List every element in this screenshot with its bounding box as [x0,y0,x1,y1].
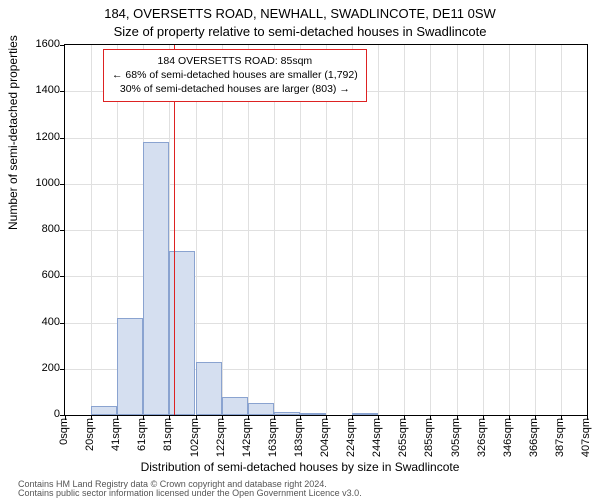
ytick-label: 1400 [20,84,60,96]
histogram-bar [117,318,143,415]
histogram-bar [91,406,117,415]
ytick-mark [60,138,65,139]
chart-title-sub: Size of property relative to semi-detach… [0,24,600,39]
histogram-bar [352,413,378,415]
gridline-v [457,45,458,415]
xtick-label: 183sqm [293,418,305,457]
annotation-line-1: 184 OVERSETTS ROAD: 85sqm [112,54,358,68]
annotation-box: 184 OVERSETTS ROAD: 85sqm ← 68% of semi-… [103,49,367,102]
ytick-mark [60,369,65,370]
ytick-label: 600 [20,269,60,281]
xtick-label: 305sqm [450,418,462,457]
ytick-label: 800 [20,223,60,235]
histogram-bar [196,362,222,415]
annotation-line-2: ← 68% of semi-detached houses are smalle… [112,68,358,82]
footer-attribution: Contains HM Land Registry data © Crown c… [18,480,362,499]
ytick-label: 1200 [20,131,60,143]
xtick-label: 407sqm [580,418,592,457]
ytick-label: 400 [20,316,60,328]
xtick-label: 61sqm [136,418,148,451]
footer-line-2: Contains public sector information licen… [18,489,362,498]
xtick-label: 0sqm [58,418,70,445]
gridline-v [509,45,510,415]
annotation-line-3: 30% of semi-detached houses are larger (… [112,82,358,96]
xtick-label: 20sqm [84,418,96,451]
ytick-mark [60,323,65,324]
xtick-label: 224sqm [345,418,357,457]
xtick-label: 346sqm [502,418,514,457]
xtick-label: 81sqm [162,418,174,451]
xtick-label: 41sqm [110,418,122,451]
xtick-label: 387sqm [554,418,566,457]
histogram-bar [222,397,248,416]
xtick-label: 142sqm [241,418,253,457]
ytick-label: 1000 [20,177,60,189]
xtick-label: 163sqm [267,418,279,457]
gridline-v [561,45,562,415]
ytick-label: 1600 [20,38,60,50]
xtick-label: 285sqm [423,418,435,457]
ytick-mark [60,184,65,185]
gridline-v [430,45,431,415]
histogram-bar [248,403,274,415]
gridline-v [404,45,405,415]
histogram-bar [300,413,326,415]
xtick-label: 326sqm [476,418,488,457]
xtick-label: 122sqm [215,418,227,457]
ytick-mark [60,91,65,92]
ytick-label: 0 [20,408,60,420]
y-axis-label: Number of semi-detached properties [6,35,20,230]
gridline-v [378,45,379,415]
histogram-bar [143,142,169,415]
xtick-label: 366sqm [528,418,540,457]
gridline-v [535,45,536,415]
x-axis-label: Distribution of semi-detached houses by … [0,460,600,474]
xtick-label: 102sqm [189,418,201,457]
xtick-label: 265sqm [397,418,409,457]
gridline-v [483,45,484,415]
chart-title-main: 184, OVERSETTS ROAD, NEWHALL, SWADLINCOT… [0,6,600,21]
xtick-label: 204sqm [319,418,331,457]
gridline-v [91,45,92,415]
ytick-mark [60,276,65,277]
ytick-mark [60,230,65,231]
xtick-label: 244sqm [371,418,383,457]
histogram-bar [274,412,300,415]
ytick-label: 200 [20,362,60,374]
ytick-mark [60,45,65,46]
